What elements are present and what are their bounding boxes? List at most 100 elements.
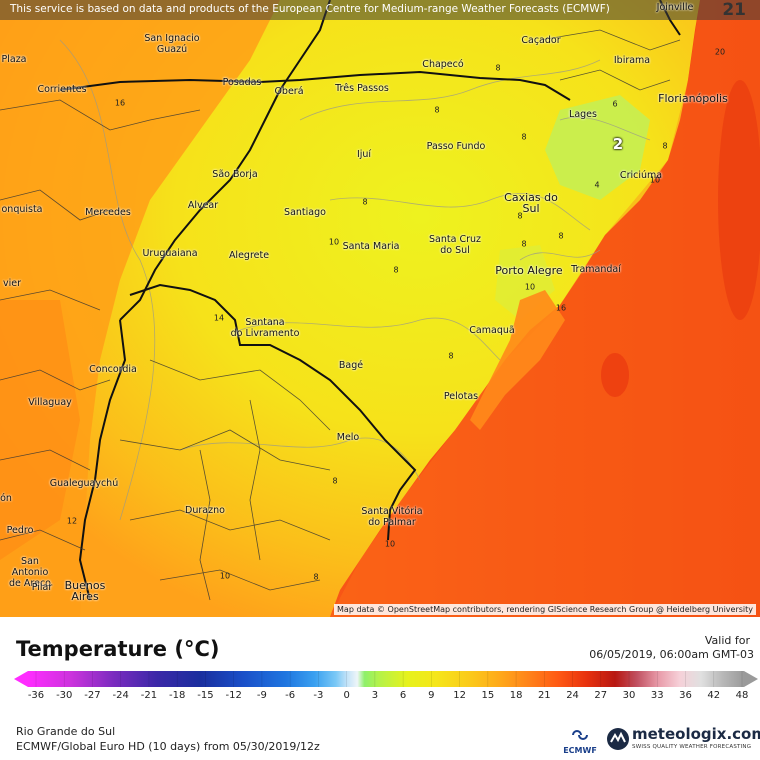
sea-warm-eddy [601,353,629,397]
isoline-label: 12 [66,516,78,526]
city-label: Ibirama [613,55,651,66]
forecast-map[interactable]: This service is based on data and produc… [0,0,760,617]
scale-tick-label: 15 [481,690,494,699]
coastal-sea-strip [330,0,760,617]
scale-tick-label: 6 [400,690,406,699]
city-label: Gualeguaychú [49,478,119,489]
scale-tick-label: 36 [679,690,692,699]
brand-name: meteologix.com [632,725,760,743]
city-label: Melo [336,432,360,443]
city-label: Villaguay [28,397,72,408]
isoline-label: 8 [662,141,668,151]
city-label: ón [0,493,12,504]
scale-tick-label: -27 [84,690,100,699]
city-label: Porto Alegre [495,264,563,277]
city-label: Santa Cruz do Sul [429,234,481,256]
isoline-label: 8 [434,105,440,115]
attribution-banner: This service is based on data and produc… [0,0,760,20]
city-label: São Borja [212,169,258,180]
scale-tick-label: 42 [707,690,720,699]
city-label: Ijuí [356,149,372,160]
scale-tick-label: 0 [343,690,349,699]
city-label: Chapecó [422,59,464,70]
scale-tick-label: -21 [141,690,157,699]
scale-tick-label: 12 [453,690,466,699]
scale-tick-label: -15 [197,690,213,699]
city-label: Posadas [222,77,262,88]
city-label: Santa Maria [342,241,400,252]
scale-tick-label: 33 [651,690,664,699]
isoline-label: 8 [448,351,454,361]
isoline-label: 10 [384,539,396,549]
isoline-label: 16 [114,98,126,108]
city-label: vier [2,278,22,289]
isoline-label: 4 [594,180,600,190]
city-label: Alvear [187,200,219,211]
lagoon [470,290,565,430]
scale-tick-label: -18 [169,690,185,699]
city-label: Pilar [31,582,53,593]
warmer-land-southwest [0,300,80,560]
scale-tick-label: 30 [623,690,636,699]
city-label: Santa Vitória do Palmar [361,506,423,528]
city-label: Santana do Livramento [230,317,300,339]
brand-tagline: SWISS QUALITY WEATHER FORECASTING [632,744,752,750]
scale-tick-label: -6 [285,690,295,699]
scale-tick-label: 24 [566,690,579,699]
scale-gradient [28,671,744,687]
scale-tick-label: -9 [257,690,267,699]
city-label: Pedro [6,525,34,536]
city-label: Caçador [521,35,561,46]
isoline-label: 10 [219,571,231,581]
city-label: Três Passos [335,83,389,94]
isoline-label: 8 [313,572,319,582]
city-label: Pelotas [443,391,479,402]
ecmwf-logo-icon [572,730,588,740]
meteologix-logo[interactable]: meteologix.com SWISS QUALITY WEATHER FOR… [606,723,760,757]
isoline-label: 10 [328,237,340,247]
sea-warm-band [718,80,760,320]
isoline-label: 6 [612,99,618,109]
isoline-label: 8 [521,239,527,249]
city-label: Lages [569,109,597,120]
model-run-info: ECMWF/Global Euro HD (10 days) from 05/3… [16,740,320,753]
scale-tick-label: -30 [56,690,72,699]
city-label: Santiago [284,207,326,218]
ecmwf-logo-text: ECMWF [563,746,597,755]
isoline-label: 8 [393,265,399,275]
admin-borders [0,29,681,601]
scale-arrow-left [14,671,28,687]
city-label: Concordia [89,364,137,375]
isoline-label: 16 [555,303,567,313]
isoline-label: 10 [649,175,661,185]
scale-tick-label: 9 [428,690,434,699]
isoline-label: 20 [714,47,726,57]
city-label: Florianópolis [658,92,728,105]
forecast-step-number: 21 [722,0,746,20]
scale-tick-label: 48 [736,690,749,699]
isoline-label: 8 [521,132,527,142]
city-label: Oberá [274,86,304,97]
city-label: onquista [1,204,43,215]
ecmwf-logo: ECMWF [562,727,598,755]
city-label: Caxias do Sul [504,191,558,215]
isoline-label: 8 [332,476,338,486]
scale-tick-label: 27 [594,690,607,699]
city-label: Buenos Aires [64,579,106,603]
isoline-label: 8 [362,197,368,207]
valid-for-label: Valid for [704,634,750,647]
city-label: Uruguaiana [142,248,198,259]
legend-panel: Temperature (°C) Valid for 06/05/2019, 0… [0,617,760,760]
cool-patch [545,95,650,200]
meteologix-logo-icon [607,728,629,750]
city-label: San Antonio de Areco [9,556,51,589]
scale-tick-label: -24 [113,690,129,699]
city-label: Alegrete [228,250,270,261]
isoline-label: 14 [213,313,225,323]
city-label: Corrientes [37,84,87,95]
city-label: Plaza [1,54,27,65]
city-label: Durazno [185,505,225,516]
isotherm-lines [59,39,651,521]
scale-tick-label: 21 [538,690,551,699]
isoline-label: 8 [495,63,501,73]
